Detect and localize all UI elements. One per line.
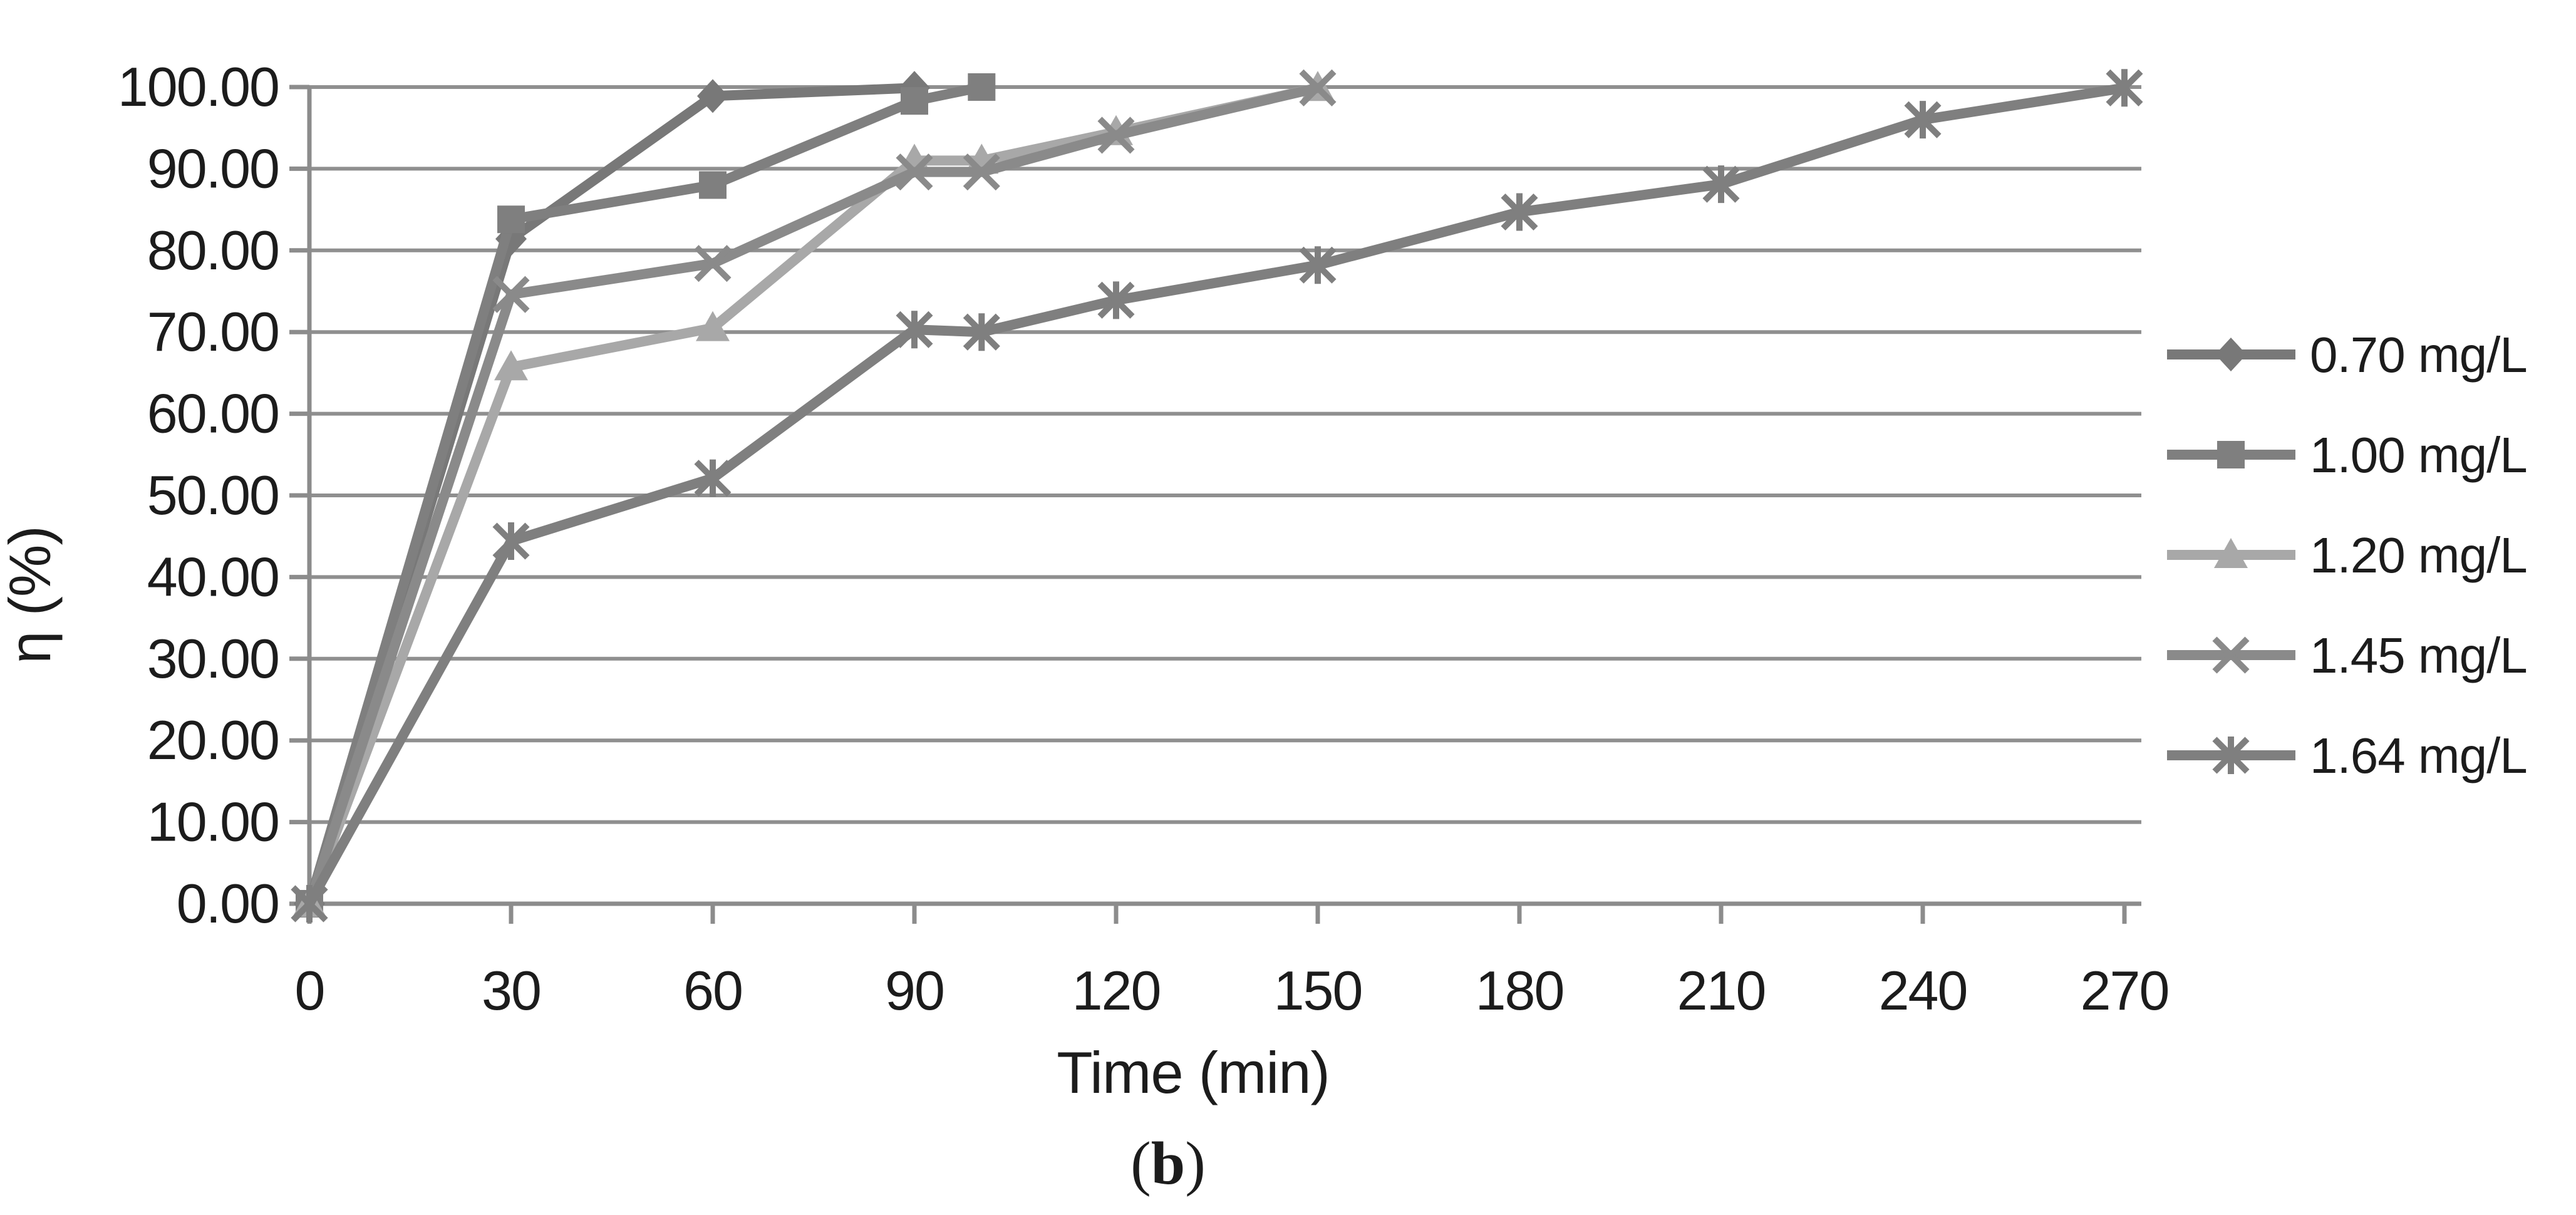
triangle-marker-shape xyxy=(696,311,730,341)
x-stroke-2 xyxy=(896,153,933,191)
legend-label-0-70-mg-l: 0.70 mg/L xyxy=(2310,327,2527,383)
x-tick-label-210: 210 xyxy=(1677,959,1766,1021)
square-marker-shape xyxy=(968,73,996,101)
legend-label-1-00-mg-l: 1.00 mg/L xyxy=(2310,427,2527,483)
x-tick-label-0: 0 xyxy=(295,959,324,1021)
data-point-1-64-mg-l-t180 xyxy=(1501,193,1538,231)
y-axis-title: η (%) xyxy=(0,526,63,664)
caption-close-paren: ) xyxy=(1185,1130,1206,1197)
data-point-1-45-mg-l-t100 xyxy=(963,153,1000,191)
figure-caption: (b) xyxy=(1130,1130,1206,1197)
data-point-1-64-mg-l-t210 xyxy=(1702,165,1740,204)
legend-label-1-64-mg-l: 1.64 mg/L xyxy=(2310,728,2527,783)
data-point-1-64-mg-l-t60 xyxy=(694,459,732,497)
data-point-1-45-mg-l-t30 xyxy=(492,276,530,313)
legend-label-1-20-mg-l: 1.20 mg/L xyxy=(2310,527,2527,583)
legend-label-1-45-mg-l: 1.45 mg/L xyxy=(2310,628,2527,683)
x-stroke-2 xyxy=(1299,69,1337,106)
x-stroke-2 xyxy=(694,245,732,282)
legend-item-1-64-mg-l: 1.64 mg/L xyxy=(2167,728,2528,783)
x-tick-label-150: 150 xyxy=(1274,959,1362,1021)
square-marker-shape xyxy=(699,171,727,199)
legend-diamond-icon xyxy=(2215,338,2247,371)
legend-item-0-70-mg-l: 0.70 mg/L xyxy=(2167,327,2528,383)
y-tick-label-30: 30.00 xyxy=(147,628,279,690)
x-tick-label-270: 270 xyxy=(2081,959,2169,1021)
y-tick-label-90: 90.00 xyxy=(147,137,279,199)
grid-layer xyxy=(309,85,2141,824)
axis-layer xyxy=(289,85,2141,924)
diamond-marker-shape xyxy=(2215,338,2247,371)
square-marker-shape xyxy=(497,205,525,234)
x-tick-label-30: 30 xyxy=(482,959,541,1021)
caption-open-paren: ( xyxy=(1130,1130,1151,1197)
data-point-1-64-mg-l-t150 xyxy=(1299,246,1337,284)
y-tick-label-80: 80.00 xyxy=(147,219,279,281)
y-tick-label-10: 10.00 xyxy=(147,791,279,853)
legend-star-icon xyxy=(2212,737,2250,774)
series-layer xyxy=(291,69,2143,923)
x-stroke-2 xyxy=(963,153,1000,191)
square-marker-shape xyxy=(2217,441,2245,468)
y-tick-label-0: 0.00 xyxy=(177,872,279,934)
data-point-1-64-mg-l-t90 xyxy=(896,311,933,349)
y-tick-label-70: 70.00 xyxy=(147,301,279,363)
data-point-1-00-mg-l-t100 xyxy=(968,73,996,101)
data-point-1-64-mg-l-t120 xyxy=(1097,281,1135,319)
tick-label-layer: 0.00 10.00 20.00 30.00 40.00 50.00 60.00 70.00 8… xyxy=(118,56,2170,1021)
data-point-1-00-mg-l-t90 xyxy=(901,87,928,115)
legend-triangle-icon xyxy=(2214,538,2248,568)
data-point-1-64-mg-l-t30 xyxy=(492,522,530,561)
x-stroke-2 xyxy=(2212,636,2250,674)
x-stroke-2 xyxy=(492,276,530,313)
legend-square-icon xyxy=(2217,441,2245,468)
x-tick-label-60: 60 xyxy=(683,959,742,1021)
y-tick-label-20: 20.00 xyxy=(147,709,279,771)
y-tick-label-100: 100.00 xyxy=(118,56,279,118)
x-axis-title: Time (min) xyxy=(1057,1040,1330,1105)
x-tick-label-180: 180 xyxy=(1476,959,1564,1021)
data-point-1-45-mg-l-t120 xyxy=(1097,116,1135,154)
x-tick-label-240: 240 xyxy=(1879,959,1967,1021)
legend: 0.70 mg/L 1.00 mg/L 1.20 mg/L 1.45 mg/L 1.64… xyxy=(2167,327,2528,783)
square-marker-shape xyxy=(901,87,928,115)
legend-item-1-45-mg-l: 1.45 mg/L xyxy=(2167,628,2528,683)
triangle-marker-shape xyxy=(494,350,528,381)
caption-letter: b xyxy=(1151,1130,1186,1197)
data-point-1-00-mg-l-t30 xyxy=(497,205,525,234)
data-point-1-64-mg-l-t0 xyxy=(291,885,328,923)
data-point-1-64-mg-l-t270 xyxy=(2106,69,2143,107)
series-1-64-mg-l xyxy=(291,69,2143,923)
y-tick-label-60: 60.00 xyxy=(147,383,279,445)
data-point-1-45-mg-l-t90 xyxy=(896,153,933,191)
diamond-marker-shape xyxy=(697,79,728,113)
data-point-1-00-mg-l-t60 xyxy=(699,171,727,199)
legend-item-1-20-mg-l: 1.20 mg/L xyxy=(2167,527,2528,583)
legend-item-1-00-mg-l: 1.00 mg/L xyxy=(2167,427,2528,483)
triangle-marker-shape xyxy=(2214,538,2248,568)
x-stroke-2 xyxy=(1097,116,1135,154)
data-point-0-70-mg-l-t60 xyxy=(697,79,728,113)
y-tick-label-50: 50.00 xyxy=(147,464,279,526)
data-point-1-20-mg-l-t60 xyxy=(696,311,730,341)
x-tick-label-90: 90 xyxy=(885,959,944,1021)
y-tick-label-40: 40.00 xyxy=(147,545,279,608)
data-point-1-45-mg-l-t150 xyxy=(1299,69,1337,106)
data-point-1-20-mg-l-t30 xyxy=(494,350,528,381)
data-point-1-64-mg-l-t240 xyxy=(1904,101,1942,139)
data-point-1-45-mg-l-t60 xyxy=(694,245,732,282)
x-tick-label-120: 120 xyxy=(1072,959,1161,1021)
legend-x-icon xyxy=(2212,636,2250,674)
data-point-1-64-mg-l-t100 xyxy=(963,313,1000,351)
